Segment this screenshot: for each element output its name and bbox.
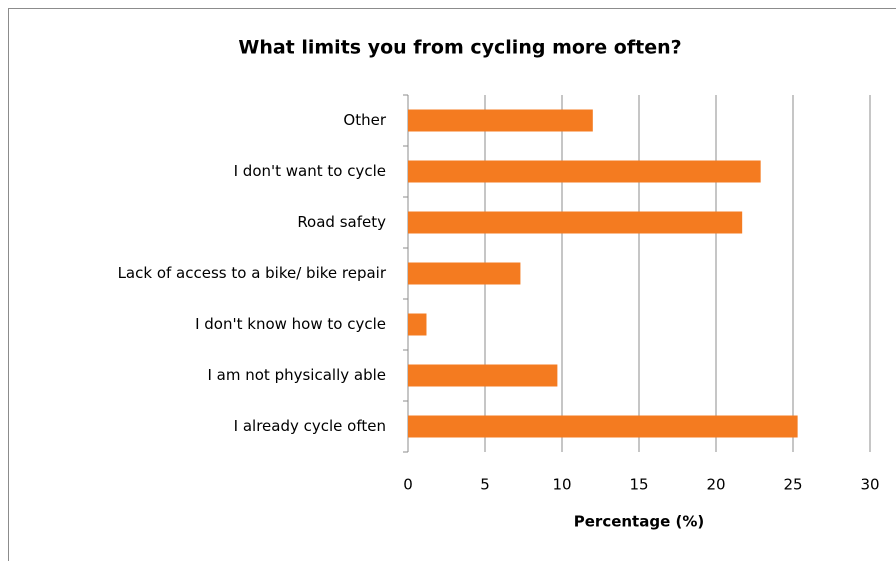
y-tick-label: I don't want to cycle (234, 162, 386, 180)
x-tick-label: 0 (403, 476, 413, 494)
x-tick-label: 10 (552, 476, 571, 494)
bar (408, 415, 798, 438)
y-tick-label: Other (343, 111, 386, 129)
x-tick-label: 30 (860, 476, 879, 494)
bar (408, 313, 427, 336)
bar (408, 160, 761, 183)
y-tick-label: I am not physically able (207, 366, 386, 384)
y-tick-label: Road safety (297, 213, 386, 231)
x-axis-title: Percentage (%) (574, 513, 704, 531)
y-tick-label: I already cycle often (234, 417, 386, 435)
chart-title: What limits you from cycling more often? (238, 37, 681, 59)
x-tick-label: 15 (629, 476, 648, 494)
bar (408, 109, 593, 132)
y-tick-label: I don't know how to cycle (195, 315, 386, 333)
x-tick-label: 25 (783, 476, 802, 494)
chart-frame (8, 8, 896, 561)
x-tick-label: 20 (706, 476, 725, 494)
bar (408, 211, 743, 234)
x-tick-label: 5 (480, 476, 490, 494)
bar (408, 262, 521, 285)
bar (408, 364, 558, 387)
y-tick-label: Lack of access to a bike/ bike repair (118, 264, 387, 282)
